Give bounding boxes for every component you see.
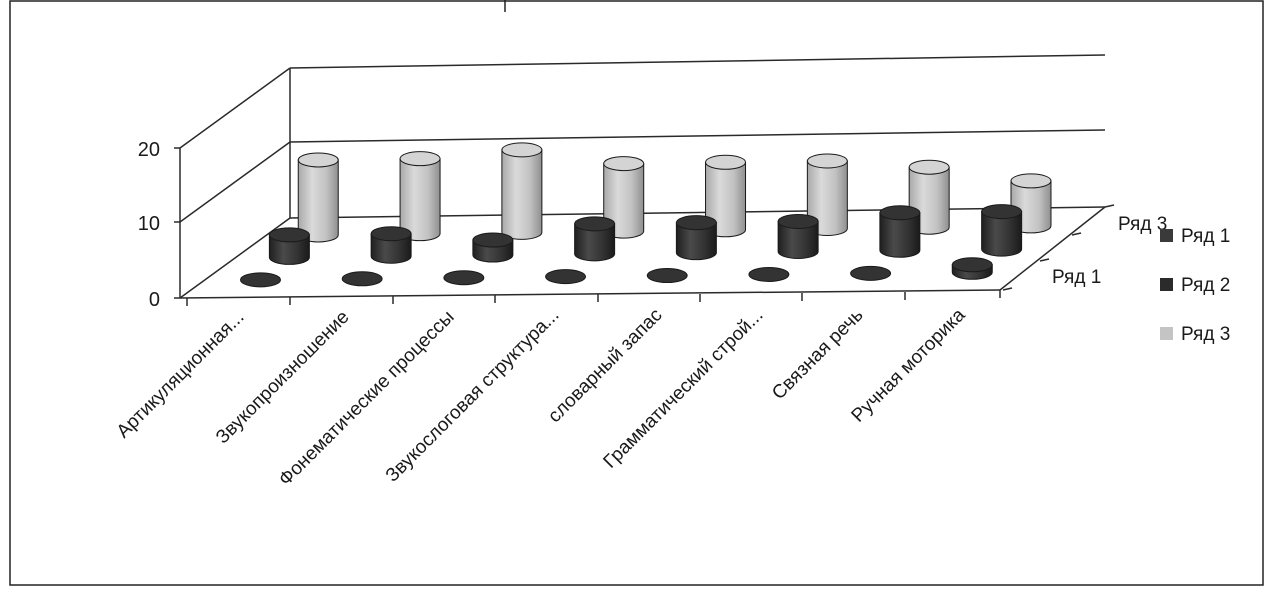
bar-top: [951, 257, 993, 273]
bar-top: [850, 265, 892, 281]
bar-top: [341, 271, 383, 287]
bar-top: [545, 269, 587, 285]
bar-3-3: [501, 142, 543, 240]
bar-2-3: [472, 232, 514, 263]
bar-top: [399, 151, 441, 167]
bar-1-7: [850, 265, 892, 281]
floor-right-edge: [999, 206, 1106, 291]
bar-top: [879, 205, 921, 221]
depth-tick: [1002, 287, 1013, 291]
floor-front-edge: [179, 289, 1001, 299]
bar-top: [297, 152, 339, 168]
bar-top: [705, 154, 747, 170]
bar-body: [370, 233, 412, 264]
legend-label: Ряд 2: [1181, 275, 1230, 296]
bar-1-2: [341, 271, 383, 287]
bar-2-6: [777, 213, 819, 259]
outer-frame: [9, 0, 1264, 586]
depth-tick: [1071, 232, 1082, 236]
depth-axis-label: Ряд 1: [1052, 267, 1101, 288]
category-label: Связная речь: [768, 305, 867, 404]
bar-top: [748, 266, 790, 282]
bar-2-7: [879, 205, 921, 258]
bar-top: [1010, 173, 1052, 189]
bar-top: [443, 270, 485, 286]
bar-top: [603, 156, 645, 172]
bar-top: [472, 232, 514, 248]
category-labels: Артикуляционная... Звукопроизношение Фон…: [113, 304, 970, 490]
category-label: Ручная моторика: [848, 304, 970, 426]
depth-tick: [1039, 258, 1050, 262]
bar-top: [981, 204, 1023, 220]
depth-axis-label: Ряд 3: [1118, 214, 1167, 235]
bar-2-4: [574, 216, 616, 262]
bars-group: [240, 142, 1052, 288]
bar-1-1: [240, 272, 281, 288]
bar-top: [646, 268, 688, 284]
bar-1-8: [951, 257, 993, 280]
bar-2-5: [675, 215, 717, 261]
legend-label: Ряд 1: [1181, 226, 1230, 247]
bar-top: [240, 272, 281, 288]
bar-top: [501, 142, 543, 158]
bar-top: [370, 226, 412, 242]
depth-axis: Ряд 1 Ряд 3: [1002, 204, 1167, 291]
bar-1-5: [646, 268, 688, 284]
y-tick-label: 20: [138, 139, 160, 161]
bar-2-8: [981, 204, 1023, 257]
y-tick-label: 0: [149, 289, 160, 311]
bar-body: [879, 212, 921, 258]
back-wall-mid: [289, 129, 1106, 143]
legend-swatch-series-3: [1160, 327, 1173, 340]
bar-1-3: [443, 270, 485, 286]
bar-body: [297, 159, 339, 243]
bar-body: [981, 211, 1023, 257]
legend-label: Ряд 3: [1181, 324, 1230, 345]
bar-body: [777, 220, 819, 259]
bar-top: [806, 153, 848, 169]
category-label: Фонематические процессы: [275, 307, 459, 491]
back-wall-top: [289, 54, 1106, 69]
bar-top: [908, 159, 950, 175]
y-tick-label: 10: [138, 213, 160, 235]
bar-2-2: [370, 226, 412, 264]
bar-body: [268, 234, 310, 265]
category-label: Грамматический строй...: [600, 305, 768, 473]
bar-3-2: [399, 151, 441, 242]
y-axis: 0 10 20: [138, 139, 180, 311]
bar-2-1: [268, 227, 310, 265]
bar-1-6: [748, 266, 790, 282]
x-axis-ticks: [186, 290, 1001, 306]
bar-3-1: [297, 152, 339, 243]
bar-top: [574, 216, 616, 232]
side-wall-top: [179, 67, 291, 149]
side-wall-mid: [179, 141, 291, 223]
bar-top: [777, 213, 819, 229]
bar-top: [675, 215, 717, 231]
legend-swatch-series-2: [1160, 278, 1173, 291]
bar-1-4: [545, 269, 587, 285]
category-label: Звукослоговая структура...: [382, 305, 564, 487]
legend-swatch-series-1: [1160, 229, 1173, 242]
bar-body: [399, 158, 441, 242]
depth-tick: [1104, 204, 1115, 208]
bar-top: [268, 227, 310, 243]
legend: Ряд 1 Ряд 2 Ряд 3: [1160, 226, 1230, 345]
bar-body: [675, 222, 717, 261]
bar-body: [501, 149, 543, 240]
bar-body: [574, 223, 616, 262]
